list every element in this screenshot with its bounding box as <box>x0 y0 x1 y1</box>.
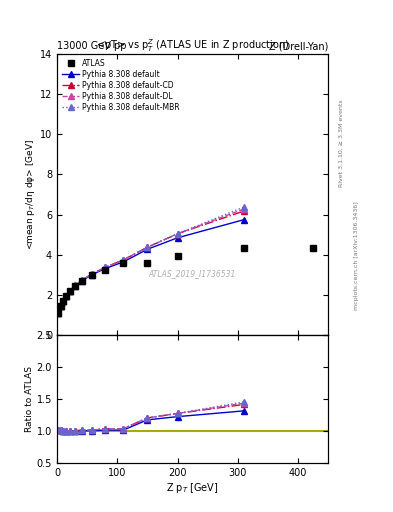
Pythia 8.308 default-DL <box>58 303 63 309</box>
Pythia 8.308 default-CD <box>103 264 108 270</box>
Pythia 8.308 default-CD <box>56 310 61 316</box>
ATLAS <box>121 260 126 266</box>
Pythia 8.308 default-DL <box>61 297 65 304</box>
Legend: ATLAS, Pythia 8.308 default, Pythia 8.308 default-CD, Pythia 8.308 default-DL, P: ATLAS, Pythia 8.308 default, Pythia 8.30… <box>61 57 181 113</box>
Pythia 8.308 default <box>73 283 77 289</box>
Pythia 8.308 default-CD <box>58 303 63 309</box>
Pythia 8.308 default <box>241 217 246 223</box>
Pythia 8.308 default-DL <box>56 310 61 316</box>
Line: ATLAS: ATLAS <box>55 244 317 317</box>
ATLAS <box>56 310 61 316</box>
Pythia 8.308 default-MBR <box>73 283 77 289</box>
Text: Z (Drell-Yan): Z (Drell-Yan) <box>269 41 328 51</box>
Pythia 8.308 default-CD <box>90 271 94 277</box>
Pythia 8.308 default-DL <box>68 288 73 294</box>
Pythia 8.308 default-DL <box>64 293 68 299</box>
Pythia 8.308 default <box>64 293 68 299</box>
Line: Pythia 8.308 default-MBR: Pythia 8.308 default-MBR <box>55 204 246 315</box>
ATLAS <box>103 267 108 273</box>
Pythia 8.308 default-CD <box>241 208 246 214</box>
Pythia 8.308 default <box>56 310 61 316</box>
ATLAS <box>68 288 73 294</box>
Pythia 8.308 default-MBR <box>175 231 180 237</box>
ATLAS <box>241 245 246 251</box>
ATLAS <box>64 293 68 299</box>
Pythia 8.308 default <box>145 246 150 252</box>
Pythia 8.308 default-MBR <box>61 297 65 304</box>
Pythia 8.308 default-CD <box>175 231 180 237</box>
Y-axis label: Ratio to ATLAS: Ratio to ATLAS <box>25 367 34 432</box>
Pythia 8.308 default-MBR <box>56 310 61 316</box>
Pythia 8.308 default-CD <box>68 288 73 294</box>
Line: Pythia 8.308 default: Pythia 8.308 default <box>55 217 246 315</box>
Pythia 8.308 default <box>58 303 63 309</box>
ATLAS <box>80 278 84 284</box>
Text: mcplots.cern.ch [arXiv:1306.3436]: mcplots.cern.ch [arXiv:1306.3436] <box>354 202 359 310</box>
Pythia 8.308 default-DL <box>145 244 150 250</box>
ATLAS <box>311 245 316 251</box>
Text: ATLAS_2019_I1736531: ATLAS_2019_I1736531 <box>149 269 236 278</box>
Pythia 8.308 default-DL <box>103 264 108 270</box>
Pythia 8.308 default-MBR <box>121 257 126 263</box>
ATLAS <box>58 303 63 309</box>
Pythia 8.308 default-MBR <box>58 303 63 309</box>
Pythia 8.308 default <box>121 259 126 265</box>
Pythia 8.308 default-CD <box>61 297 65 304</box>
Pythia 8.308 default-MBR <box>90 271 94 277</box>
Pythia 8.308 default <box>68 288 73 294</box>
Pythia 8.308 default <box>103 266 108 272</box>
Pythia 8.308 default-DL <box>121 257 126 263</box>
Line: Pythia 8.308 default-DL: Pythia 8.308 default-DL <box>55 206 246 315</box>
Pythia 8.308 default <box>175 234 180 241</box>
Pythia 8.308 default-CD <box>64 293 68 299</box>
Pythia 8.308 default-CD <box>80 277 84 283</box>
X-axis label: Z p$_T$ [GeV]: Z p$_T$ [GeV] <box>166 481 219 495</box>
Pythia 8.308 default-MBR <box>145 244 150 250</box>
ATLAS <box>145 260 150 266</box>
Y-axis label: <mean p$_T$/dη dφ> [GeV]: <mean p$_T$/dη dφ> [GeV] <box>24 139 37 250</box>
Pythia 8.308 default-MBR <box>64 293 68 299</box>
Pythia 8.308 default-DL <box>73 283 77 289</box>
Pythia 8.308 default <box>80 278 84 284</box>
Pythia 8.308 default-MBR <box>241 204 246 210</box>
Pythia 8.308 default-DL <box>90 271 94 277</box>
Pythia 8.308 default-MBR <box>68 288 73 294</box>
ATLAS <box>73 283 77 289</box>
Text: 13000 GeV pp: 13000 GeV pp <box>57 41 127 51</box>
ATLAS <box>175 253 180 259</box>
Pythia 8.308 default-MBR <box>80 277 84 283</box>
Title: <pT> vs p$^Z_T$ (ATLAS UE in Z production): <pT> vs p$^Z_T$ (ATLAS UE in Z productio… <box>96 37 289 54</box>
Line: Pythia 8.308 default-CD: Pythia 8.308 default-CD <box>55 208 246 315</box>
Text: Rivet 3.1.10, ≥ 3.3M events: Rivet 3.1.10, ≥ 3.3M events <box>339 99 344 187</box>
Pythia 8.308 default-MBR <box>103 264 108 270</box>
Pythia 8.308 default <box>61 297 65 304</box>
ATLAS <box>90 272 94 279</box>
Pythia 8.308 default-CD <box>73 283 77 289</box>
ATLAS <box>61 298 65 304</box>
Pythia 8.308 default-CD <box>121 257 126 263</box>
Pythia 8.308 default-DL <box>80 277 84 283</box>
Pythia 8.308 default-DL <box>241 206 246 212</box>
Pythia 8.308 default-DL <box>175 231 180 237</box>
Pythia 8.308 default-CD <box>145 244 150 250</box>
Pythia 8.308 default <box>90 271 94 278</box>
